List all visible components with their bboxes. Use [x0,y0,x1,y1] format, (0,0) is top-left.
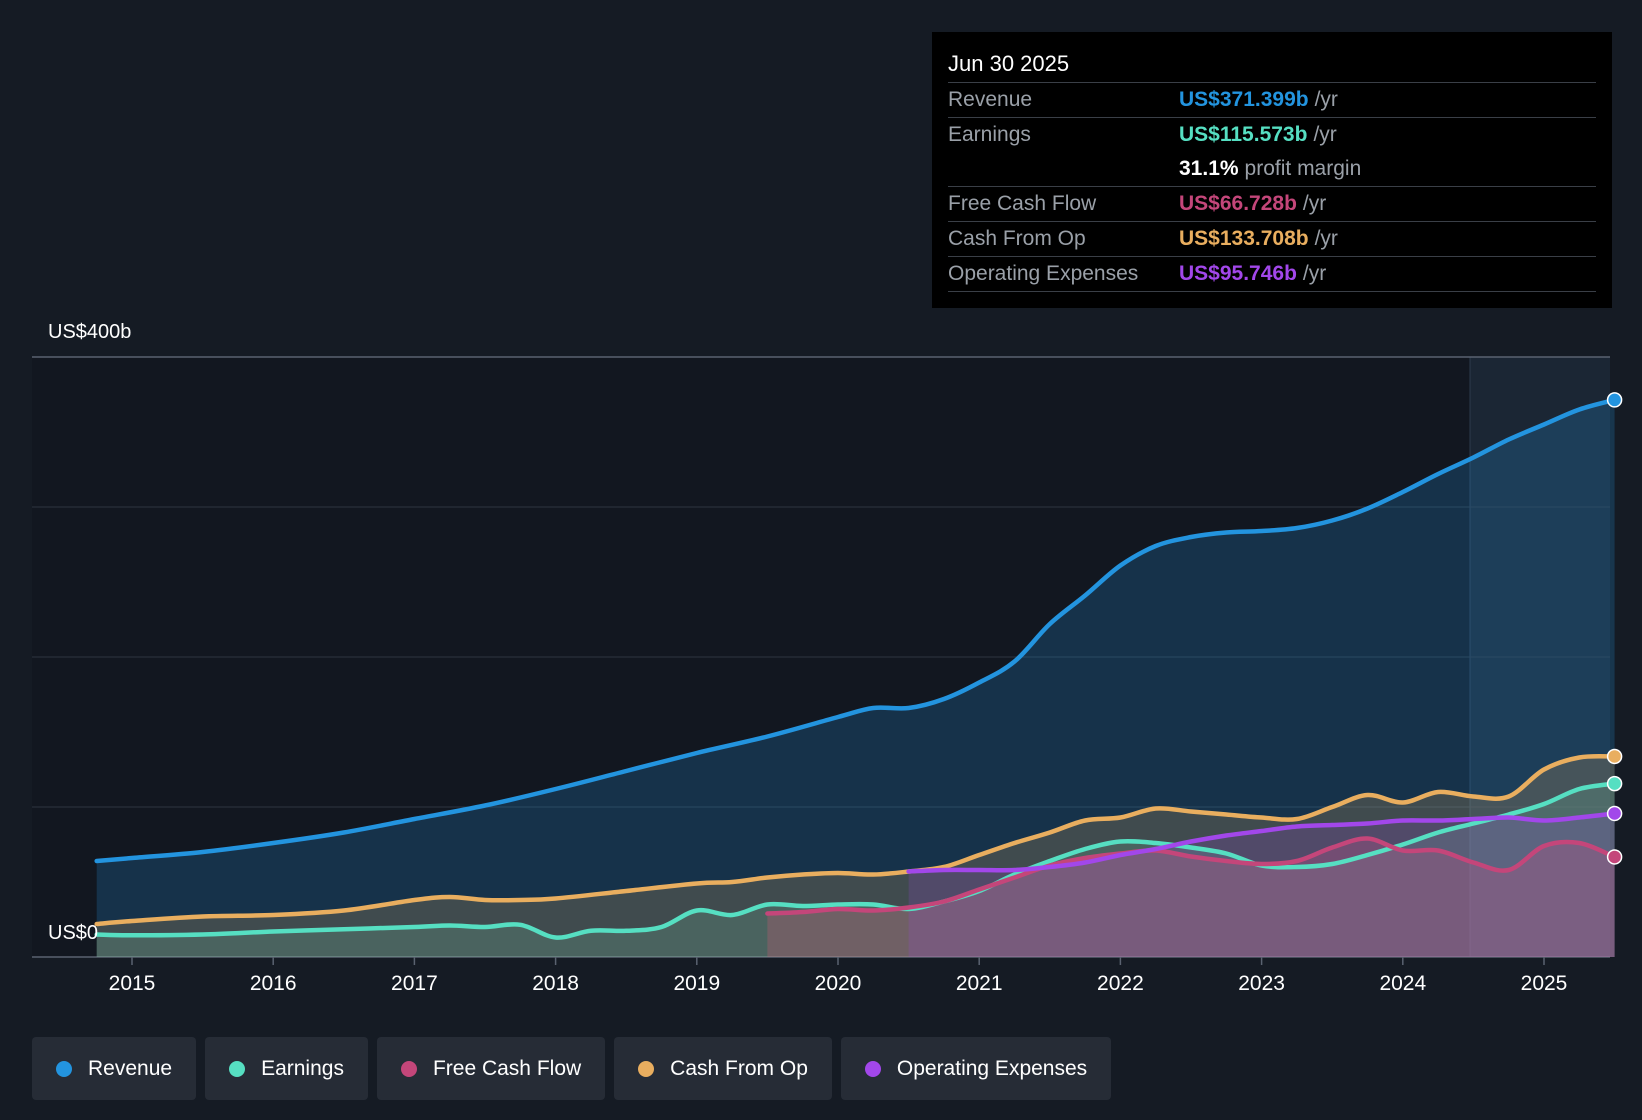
x-tick-label: 2024 [1379,972,1426,995]
x-tick-label: 2022 [1097,972,1144,995]
line-revenue [94,397,1617,864]
tooltip-unit: /yr [1314,88,1338,111]
legend-dot-icon [400,1060,417,1077]
series-endpoints [1606,392,1623,865]
tooltip-value: US$133.708b [1179,227,1309,250]
tooltip-value: US$115.573b [1179,123,1308,146]
tooltip-value: 31.1% [1179,157,1239,180]
legend-item-earnings[interactable]: Earnings [205,1037,368,1100]
x-tick-label: 2020 [815,972,862,995]
x-tick-label: 2018 [532,972,579,995]
x-tick-label: 2023 [1238,972,1285,995]
gridlines [32,356,1610,958]
legend-label: Operating Expenses [896,1056,1088,1080]
x-tick-label: 2017 [391,972,438,995]
legend-label: Earnings [261,1056,344,1080]
legend-item-free-cash-flow[interactable]: Free Cash Flow [376,1037,606,1100]
legend-item-operating-expenses[interactable]: Operating Expenses [840,1037,1112,1100]
line-operating-expenses [906,811,1617,874]
line-cash-from-op [94,753,1617,927]
x-tick-label: 2016 [250,972,297,995]
x-tick-label: 2025 [1521,972,1568,995]
series-lines [94,397,1617,940]
tooltip-label: Revenue [948,88,1033,111]
x-axis-ticks: 2015 2016 2017 2018 2019 2020 2021 2022 2023 2024… [109,957,1568,995]
tooltip-row-operating-expenses: Operating Expenses US$95.746b /yr [948,257,1596,292]
endpoint-operating-expenses [1606,805,1623,822]
tooltip-label: Operating Expenses [948,262,1139,285]
legend-item-cash-from-op[interactable]: Cash From Op [614,1037,832,1100]
tooltip-unit: /yr [1314,227,1338,250]
line-free-cash-flow [765,836,1617,916]
endpoint-free-cash-flow [1606,849,1623,865]
y-axis-bottom-label: US$0 [48,922,99,944]
series-areas [96,399,1615,957]
tooltip-label: Free Cash Flow [948,192,1097,215]
tooltip-row-profit-margin: 31.1% profit margin [948,152,1596,187]
x-tick-label: 2019 [673,972,720,995]
tooltip-row-revenue: Revenue US$371.399b /yr [948,83,1596,118]
legend-label: Cash From Op [670,1056,808,1080]
legend-dot-icon [864,1060,881,1077]
area-free-cash-flow [767,838,1615,957]
tooltip-unit: profit margin [1244,157,1362,180]
tooltip-label: Cash From Op [948,227,1086,250]
tooltip-label: Earnings [948,123,1031,146]
x-tick-label: 2015 [109,972,156,995]
area-cash-from-op [96,756,1615,957]
tooltip-value: US$66.728b [1179,192,1297,215]
area-revenue [96,399,1615,957]
tooltip-row-cash-from-op: Cash From Op US$133.708b /yr [948,222,1596,257]
tooltip-value: US$95.746b [1179,262,1297,285]
legend-item-revenue[interactable]: Revenue [32,1037,197,1100]
tooltip-unit: /yr [1302,192,1327,215]
tooltip-date: Jun 30 2025 [948,46,1596,83]
tooltip-row-free-cash-flow: Free Cash Flow US$66.728b /yr [948,187,1596,222]
tooltip-unit: /yr [1313,123,1337,146]
legend-label: Revenue [88,1056,173,1080]
endpoint-cash-from-op [1606,748,1623,765]
tooltip-value: US$371.399b [1179,88,1309,111]
tooltip-unit: /yr [1302,262,1327,285]
y-axis-top-label: US$400b [48,321,132,343]
legend: Revenue Earnings Free Cash Flow Cash Fro… [32,1037,1120,1100]
legend-dot-icon [638,1060,655,1077]
x-tick-label: 2021 [956,972,1003,995]
legend-dot-icon [229,1060,246,1077]
tooltip-row-earnings: Earnings US$115.573b /yr [948,118,1596,152]
area-earnings [96,783,1615,957]
legend-label: Free Cash Flow [432,1056,582,1080]
tooltip-panel: Jun 30 2025 Revenue US$371.399b /yr Earn… [932,32,1612,308]
endpoint-revenue [1606,392,1623,408]
legend-dot-icon [56,1060,72,1077]
endpoint-earnings [1606,775,1623,792]
